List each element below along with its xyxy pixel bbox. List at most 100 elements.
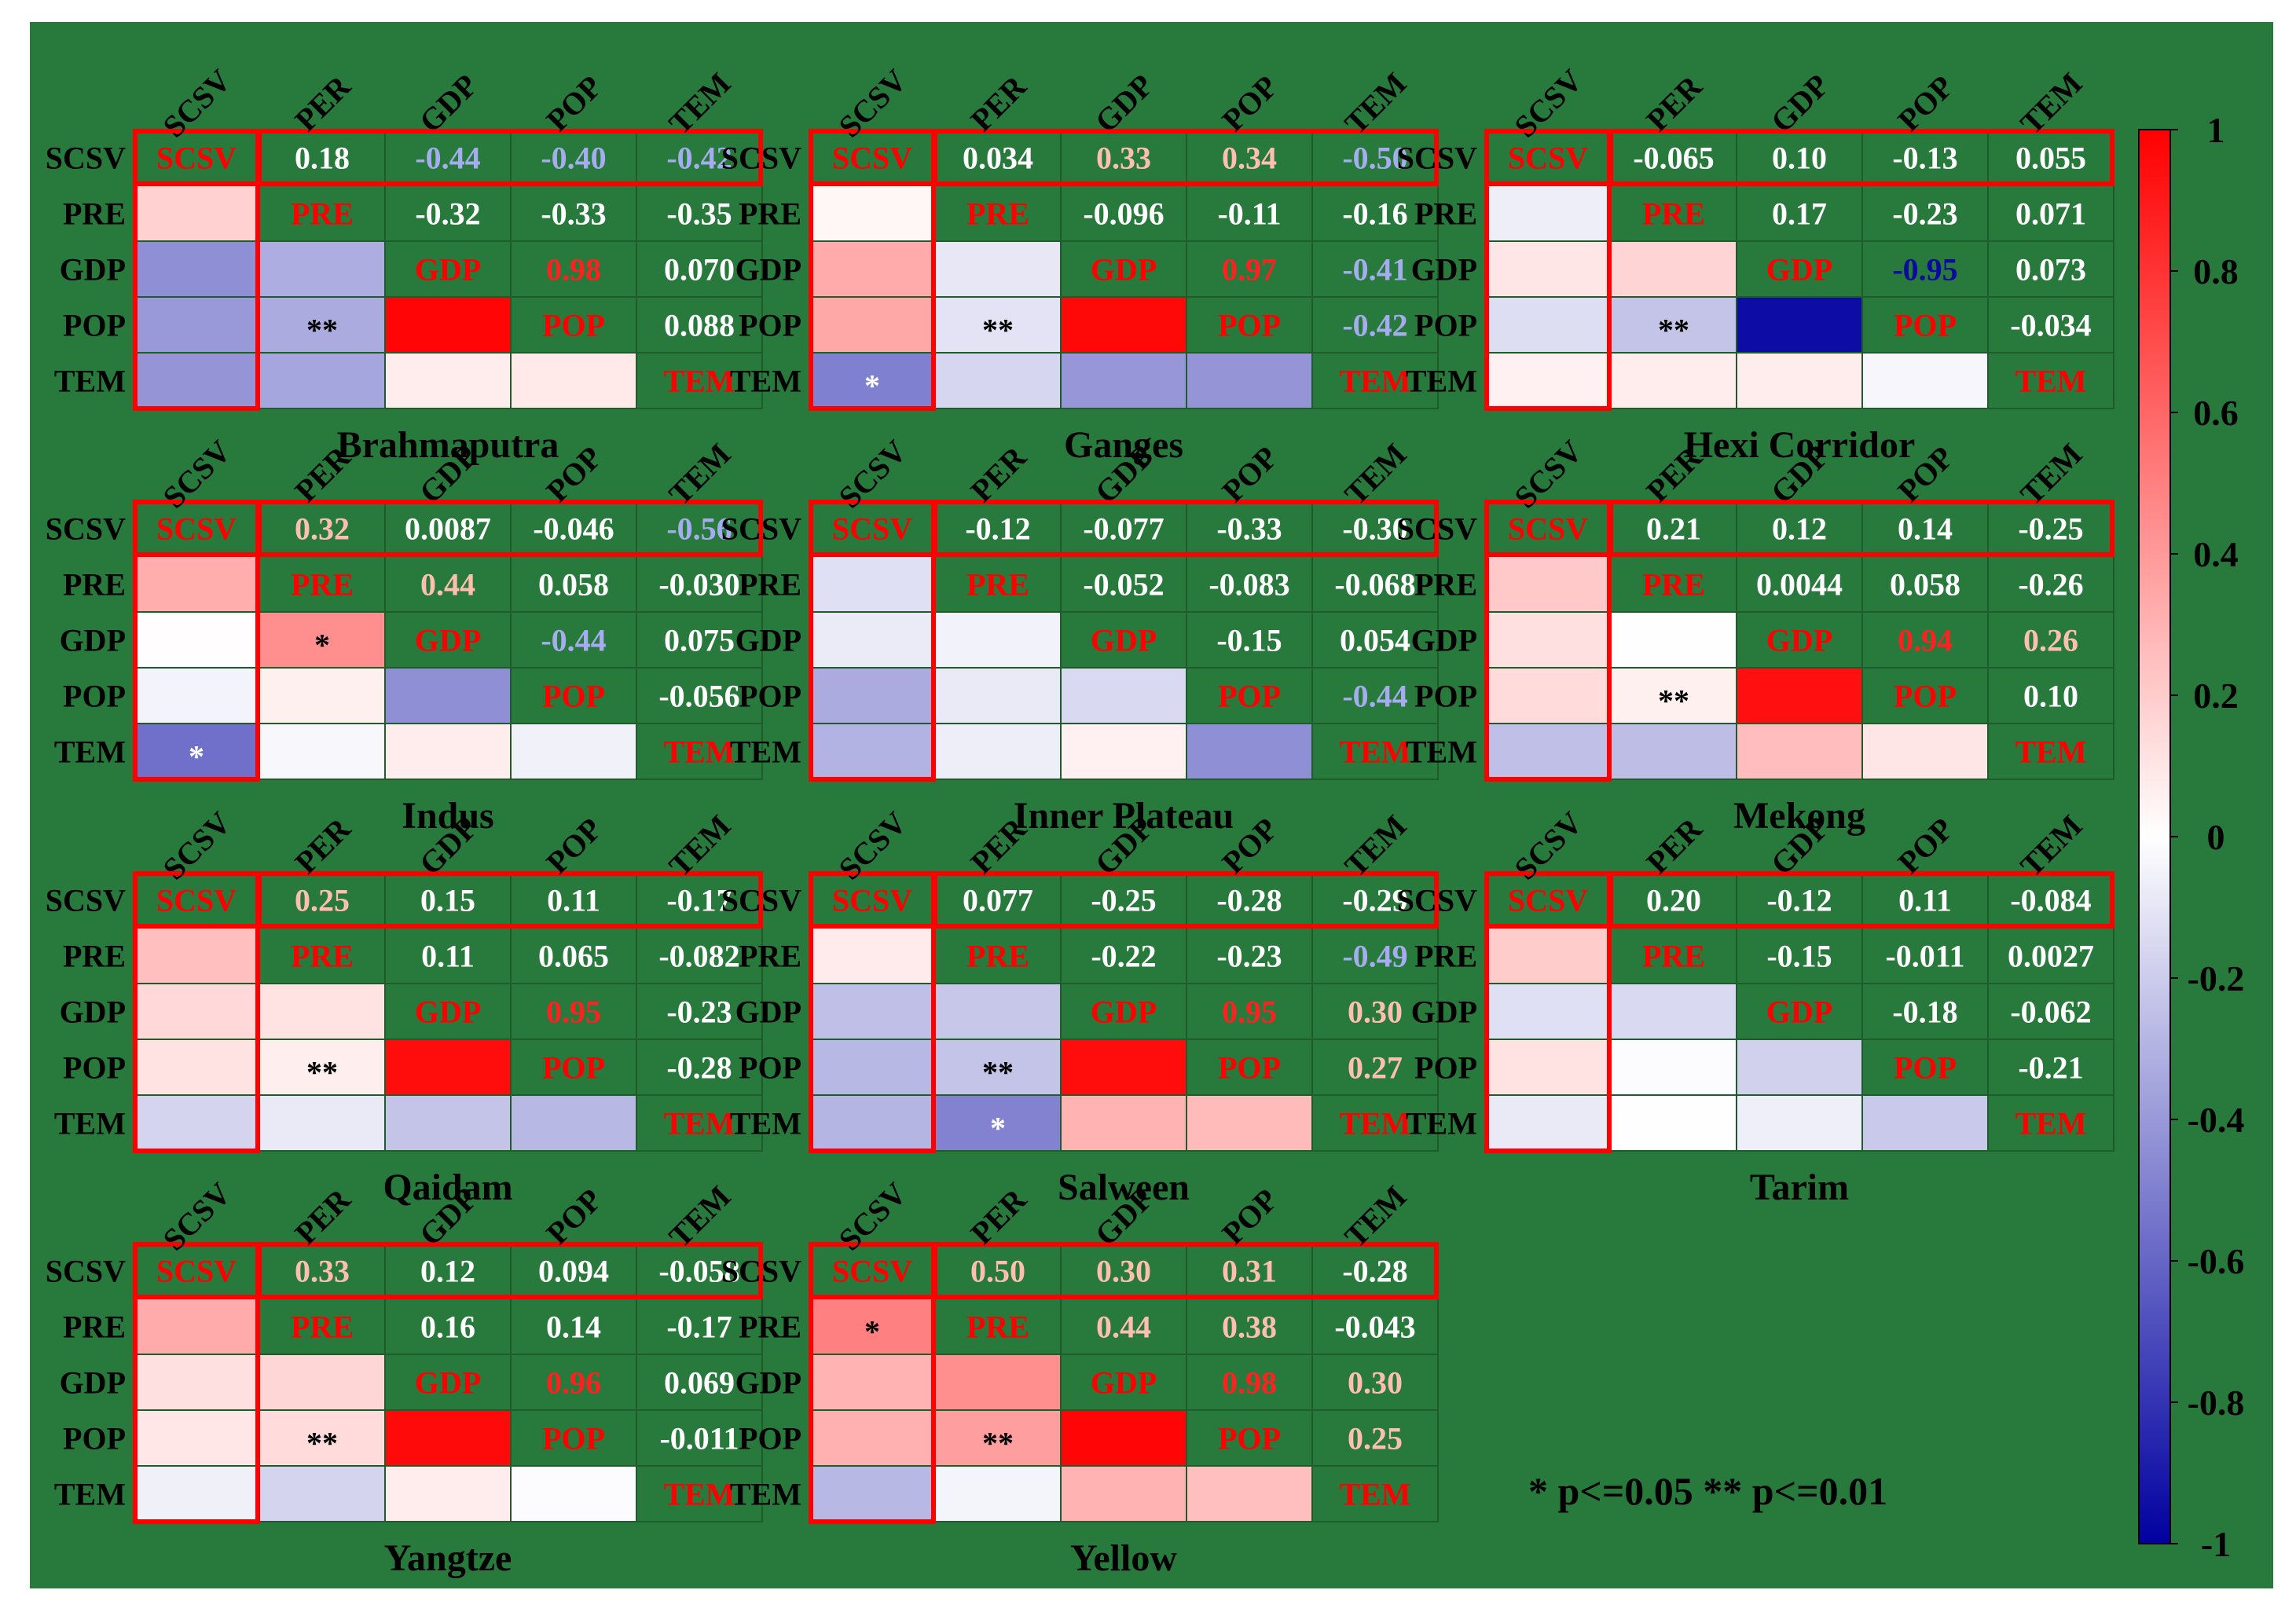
heat-cell: [384, 723, 512, 780]
diagonal-label: TEM: [663, 1477, 735, 1512]
correlation-value: 0.95: [1222, 995, 1277, 1030]
row-label: TEM: [730, 735, 801, 770]
heat-cell: [1060, 296, 1187, 354]
correlation-value: -0.084: [2010, 883, 2091, 918]
correlation-value: -0.22: [1091, 939, 1156, 974]
row-label: GDP: [735, 623, 801, 658]
significance-marker: *: [990, 1111, 1006, 1146]
heat-cell: [809, 352, 936, 409]
heat-cell: [809, 185, 936, 242]
panel-title: Yangtze: [384, 1537, 512, 1579]
diagonal-label: PRE: [966, 939, 1029, 974]
colorbar-gradient: [2138, 129, 2171, 1544]
diagonal-label: SCSV: [156, 883, 237, 918]
correlation-value: -0.011: [659, 1421, 739, 1456]
diagonal-label: SCSV: [832, 511, 912, 547]
row-label: POP: [63, 1421, 126, 1456]
row-label: PRE: [739, 196, 801, 232]
heat-cell: [934, 1465, 1062, 1522]
significance-marker: **: [982, 1426, 1014, 1461]
row-label: TEM: [54, 1477, 126, 1512]
diagonal-label: TEM: [663, 735, 735, 770]
panel-brahmaputra: SCSV 0.18 -0.44 -0.40 -0.42 PRE -0.32 -0.33 -0.3…: [46, 62, 763, 466]
diagonal-label: GDP: [1766, 995, 1832, 1030]
diagonal-label: GDP: [1091, 1365, 1157, 1401]
heat-cell: [510, 352, 637, 409]
row-label: SCSV: [721, 1254, 801, 1289]
significance-marker: *: [189, 739, 204, 775]
heat-cell: [809, 667, 936, 724]
correlation-value: -0.49: [1342, 939, 1407, 974]
row-label: PRE: [1414, 196, 1477, 232]
highlight-column-box: [133, 129, 260, 411]
heat-cell: [1484, 983, 1612, 1040]
heat-cell: [133, 1409, 260, 1467]
heat-cell: [1484, 185, 1612, 242]
correlation-value: 0.094: [538, 1254, 609, 1289]
row-label: SCSV: [46, 141, 126, 176]
diagonal-label: SCSV: [1508, 883, 1588, 918]
correlation-value: -0.23: [1892, 196, 1957, 232]
row-label: SCSV: [1397, 511, 1477, 547]
heat-cell: [510, 723, 637, 780]
row-label: TEM: [1406, 364, 1477, 399]
colorbar-tick-label: -1: [2201, 1524, 2231, 1564]
correlation-value: -0.082: [658, 939, 739, 974]
colorbar-tick-label: 1: [2207, 110, 2225, 150]
heat-cell: [259, 1354, 386, 1411]
heat-cell: [133, 1354, 260, 1411]
correlation-value: 0.18: [295, 141, 350, 176]
correlation-value: -0.23: [666, 995, 732, 1030]
heat-cell: [1484, 555, 1612, 613]
diagonal-label: POP: [1894, 308, 1957, 343]
correlation-value: -0.25: [2018, 511, 2083, 547]
heat-cell: [1861, 352, 1989, 409]
row-label: SCSV: [721, 883, 801, 918]
heat-cell: [259, 667, 386, 724]
correlation-value: -0.28: [1342, 1254, 1407, 1289]
correlation-value: 0.96: [546, 1365, 601, 1401]
row-label: POP: [1414, 1050, 1477, 1086]
correlation-value: 0.088: [664, 308, 735, 343]
heat-cell: [809, 723, 936, 780]
correlation-value: 0.073: [2015, 252, 2086, 288]
colorbar-tick-label: 0.6: [2193, 393, 2239, 433]
correlation-value: 0.0027: [2008, 939, 2094, 974]
correlation-value: -0.056: [658, 679, 739, 714]
row-label: TEM: [730, 1106, 801, 1141]
correlation-value: 0.065: [538, 939, 609, 974]
correlation-value: -0.052: [1083, 567, 1164, 603]
diagonal-label: POP: [1218, 679, 1281, 714]
heat-cell: [133, 927, 260, 984]
correlation-value: 0.33: [295, 1254, 350, 1289]
significance-marker: **: [306, 313, 338, 348]
diagonal-label: TEM: [2015, 364, 2086, 399]
panel-title: Hexi Corridor: [1684, 424, 1916, 466]
diagonal-label: TEM: [1339, 364, 1410, 399]
row-label: PRE: [63, 939, 126, 974]
correlation-value: 0.11: [547, 883, 600, 918]
correlation-value: 0.071: [2015, 196, 2086, 232]
heat-cell: [259, 1465, 386, 1522]
diagonal-label: GDP: [415, 623, 481, 658]
heat-cell: [384, 296, 512, 354]
correlation-value: -0.28: [666, 1050, 732, 1086]
row-label: SCSV: [721, 141, 801, 176]
diagonal-label: SCSV: [1508, 141, 1588, 176]
heat-cell: [133, 296, 260, 354]
diagonal-label: GDP: [415, 1365, 481, 1401]
correlation-value: 0.27: [1348, 1050, 1403, 1086]
row-label: PRE: [1414, 567, 1477, 603]
correlation-value: 0.069: [664, 1365, 735, 1401]
figure-background: [30, 22, 2273, 1588]
diagonal-label: PRE: [291, 196, 354, 232]
highlight-column-box: [1484, 871, 1612, 1153]
correlation-value: -0.046: [533, 511, 614, 547]
diagonal-label: PRE: [291, 1310, 354, 1345]
heat-cell: [1060, 1465, 1187, 1522]
correlation-value: 0.50: [970, 1254, 1025, 1289]
correlation-value: -0.40: [541, 141, 606, 176]
significance-marker: *: [864, 368, 880, 404]
heat-cell: [1861, 1094, 1989, 1152]
heat-cell: [1484, 1039, 1612, 1096]
